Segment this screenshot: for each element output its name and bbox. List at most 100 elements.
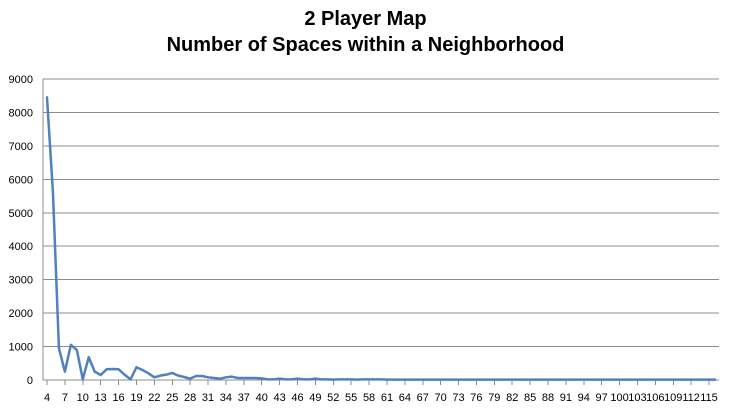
data-point xyxy=(201,375,203,377)
x-tick-label: 16 xyxy=(112,392,124,404)
y-tick-label: 9000 xyxy=(9,74,33,86)
series-line xyxy=(45,96,717,381)
data-point xyxy=(338,378,340,380)
data-point xyxy=(404,378,406,380)
y-tick-label: 0 xyxy=(27,375,33,387)
x-tick-label: 52 xyxy=(327,392,339,404)
x-tick-label: 49 xyxy=(309,392,321,404)
data-point xyxy=(684,378,686,380)
x-tick-label: 70 xyxy=(435,392,447,404)
data-point xyxy=(290,378,292,380)
data-point xyxy=(535,378,537,380)
y-tick-label: 5000 xyxy=(9,208,33,220)
data-point xyxy=(320,378,322,380)
data-point xyxy=(696,378,698,380)
data-point xyxy=(708,378,710,380)
data-point xyxy=(213,377,215,379)
data-point xyxy=(702,378,704,380)
data-point xyxy=(571,378,573,380)
data-point xyxy=(612,378,614,380)
y-tick-label: 7000 xyxy=(9,141,33,153)
data-point xyxy=(433,378,435,380)
x-tick-label: 13 xyxy=(95,392,107,404)
data-point xyxy=(547,378,549,380)
data-point xyxy=(642,378,644,380)
data-point xyxy=(255,377,257,379)
data-point xyxy=(237,377,239,379)
data-point xyxy=(177,374,179,376)
data-point xyxy=(219,377,221,379)
data-point xyxy=(559,378,561,380)
data-point xyxy=(511,378,513,380)
y-tick-label: 2000 xyxy=(9,308,33,320)
data-point xyxy=(690,378,692,380)
data-point xyxy=(481,378,483,380)
x-tick-label: 31 xyxy=(202,392,214,404)
x-tick-label: 22 xyxy=(148,392,160,404)
x-tick-label: 109 xyxy=(664,392,682,404)
data-point xyxy=(660,378,662,380)
data-point xyxy=(64,370,66,372)
x-tick-label: 115 xyxy=(700,392,718,404)
data-point xyxy=(165,373,167,375)
data-point xyxy=(189,377,191,379)
data-point xyxy=(416,378,418,380)
data-point xyxy=(386,378,388,380)
data-point xyxy=(82,378,84,380)
data-point xyxy=(207,376,209,378)
data-point xyxy=(135,366,137,368)
data-point xyxy=(94,370,96,372)
x-tick-label: 94 xyxy=(578,392,590,404)
data-point xyxy=(88,356,90,358)
data-point xyxy=(565,378,567,380)
data-point xyxy=(111,368,113,370)
data-point xyxy=(225,376,227,378)
x-tick-label: 25 xyxy=(166,392,178,404)
data-point xyxy=(678,378,680,380)
x-tick-label: 4 xyxy=(44,392,50,404)
y-tick-label: 8000 xyxy=(9,107,33,119)
x-tick-label: 73 xyxy=(452,392,464,404)
data-point xyxy=(487,378,489,380)
data-point xyxy=(159,374,161,376)
data-point xyxy=(505,378,507,380)
data-point xyxy=(344,378,346,380)
data-point xyxy=(636,378,638,380)
data-point xyxy=(284,378,286,380)
data-point xyxy=(714,378,716,380)
x-tick-label: 97 xyxy=(596,392,608,404)
x-tick-label: 76 xyxy=(470,392,482,404)
data-point xyxy=(445,378,447,380)
data-point xyxy=(261,377,263,379)
x-tick-label: 40 xyxy=(256,392,268,404)
data-point xyxy=(368,378,370,380)
data-point xyxy=(117,368,119,370)
data-point xyxy=(600,378,602,380)
x-tick-label: 88 xyxy=(542,392,554,404)
x-tick-label: 67 xyxy=(417,392,429,404)
x-tick-label: 85 xyxy=(524,392,536,404)
data-point xyxy=(654,378,656,380)
data-point xyxy=(302,378,304,380)
data-point xyxy=(618,378,620,380)
data-point xyxy=(529,378,531,380)
data-point xyxy=(493,378,495,380)
x-tick-label: 7 xyxy=(62,392,68,404)
chart-title-block: 2 Player Map Number of Spaces within a N… xyxy=(0,6,731,58)
data-point xyxy=(266,378,268,380)
data-point xyxy=(105,368,107,370)
data-point xyxy=(517,378,519,380)
data-point xyxy=(46,96,48,98)
data-point xyxy=(457,378,459,380)
data-point xyxy=(308,378,310,380)
data-point xyxy=(350,378,352,380)
x-tick-label: 106 xyxy=(646,392,664,404)
data-point xyxy=(463,378,465,380)
data-point xyxy=(475,378,477,380)
data-point xyxy=(52,192,54,194)
x-tick-label: 43 xyxy=(273,392,285,404)
data-point xyxy=(332,378,334,380)
data-point xyxy=(153,376,155,378)
x-tick-label: 64 xyxy=(399,392,411,404)
